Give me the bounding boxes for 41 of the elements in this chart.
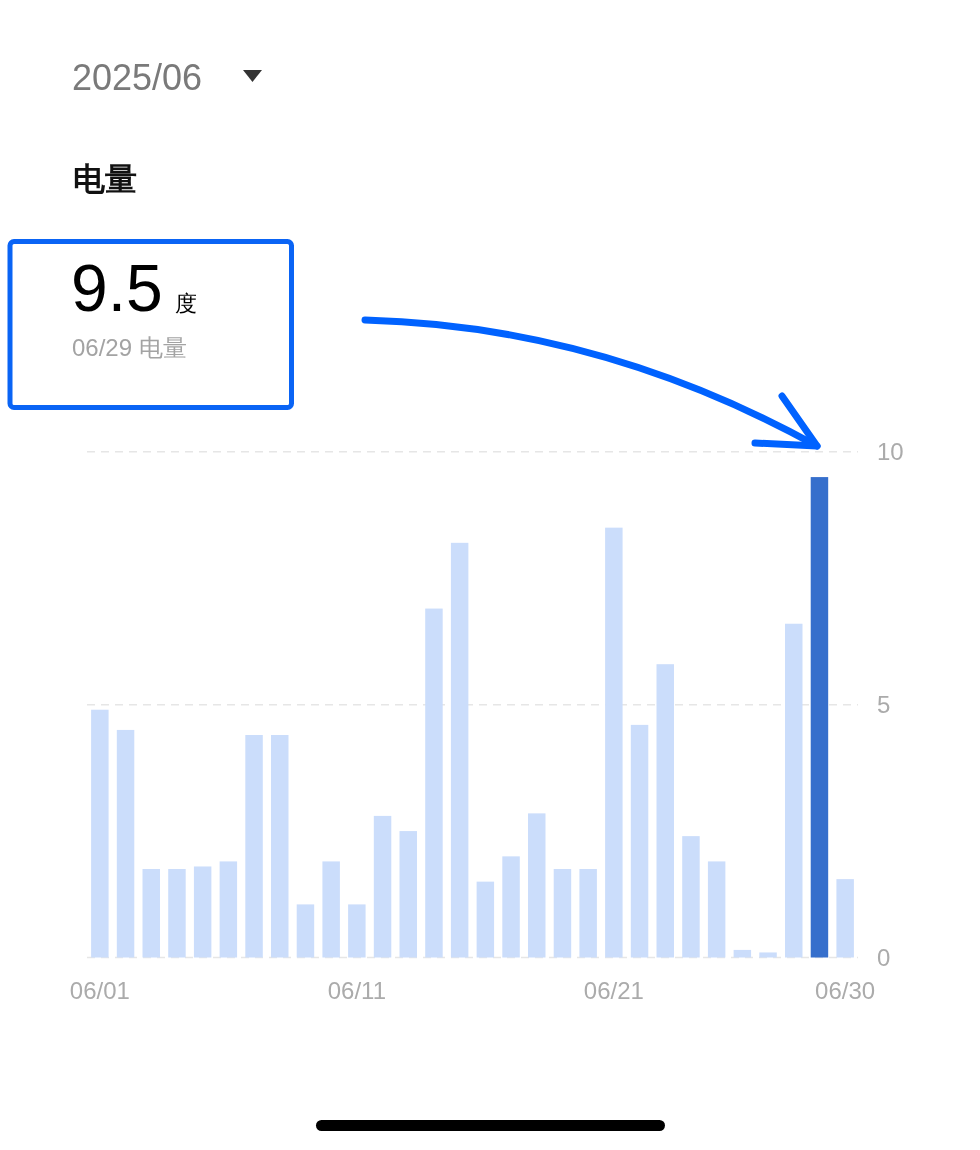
bar bbox=[733, 949, 752, 958]
bar bbox=[271, 734, 289, 958]
text: 06/29 电量 bbox=[72, 334, 187, 361]
bar bbox=[425, 608, 443, 958]
bar bbox=[116, 729, 135, 958]
bar bbox=[168, 869, 186, 958]
bar bbox=[785, 623, 803, 958]
bar bbox=[373, 815, 392, 958]
bar bbox=[193, 866, 212, 958]
chart-title: 电量 bbox=[73, 161, 137, 197]
bar bbox=[707, 861, 726, 958]
bar bbox=[322, 861, 340, 958]
bar bbox=[399, 831, 417, 958]
bar bbox=[476, 881, 495, 958]
x-tick-label: 06/01 bbox=[69, 977, 130, 1004]
bar bbox=[810, 477, 829, 958]
bar bbox=[502, 856, 520, 958]
x-tick-label: 06/21 bbox=[583, 977, 644, 1004]
bar bbox=[759, 952, 777, 958]
bar bbox=[553, 869, 572, 958]
bar bbox=[682, 836, 700, 958]
bar bbox=[142, 869, 160, 958]
text: 9.5 度 bbox=[71, 251, 197, 325]
bar bbox=[245, 734, 263, 958]
bar bbox=[836, 879, 854, 958]
bar bbox=[348, 904, 366, 958]
text: 2025/06 bbox=[72, 57, 203, 98]
y-tick-label: 0 bbox=[877, 943, 891, 971]
y-tick-label: 10 bbox=[877, 438, 904, 466]
bar bbox=[528, 813, 546, 958]
bar bbox=[579, 869, 597, 958]
bar bbox=[91, 709, 109, 958]
bar bbox=[219, 861, 238, 958]
bar bbox=[605, 527, 623, 958]
bar bbox=[630, 724, 649, 958]
bar bbox=[656, 664, 674, 958]
y-tick-label: 5 bbox=[877, 691, 891, 719]
x-tick-label: 06/11 bbox=[327, 977, 386, 1004]
bar bbox=[296, 904, 315, 958]
bar bbox=[450, 542, 469, 958]
x-tick-label: 06/30 bbox=[815, 977, 876, 1004]
